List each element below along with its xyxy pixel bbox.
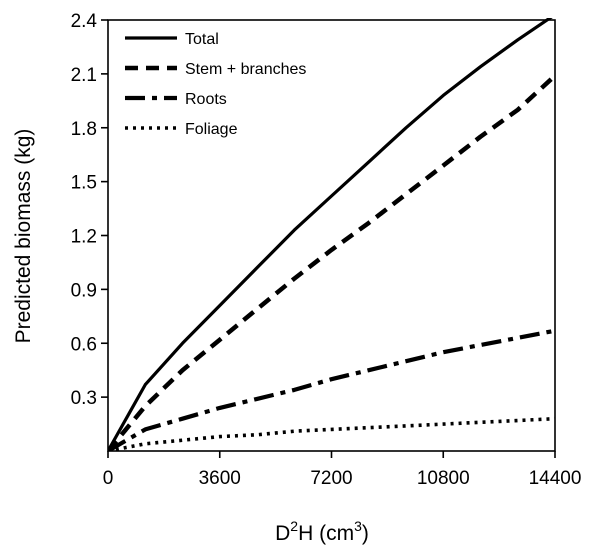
x-tick-label: 3600 [199,468,241,489]
legend-label: Foliage [185,121,238,138]
series-line-roots [108,328,556,451]
legend: Total Stem + branches Roots Foliage [125,31,306,138]
plot-frame [107,19,556,452]
x-tick-label: 14400 [529,468,582,489]
y-tick-label: 0.6 [71,334,97,355]
y-tick-label: 1.2 [71,227,97,248]
y-axis-ticks: 0.3 0.6 0.9 1.2 1.5 1.8 2.1 2.4 [71,11,108,409]
y-axis-title: Predicted biomass (kg) [12,129,35,344]
y-tick-label: 2.4 [71,11,98,32]
series-line-foliage [108,416,556,451]
x-axis-title: D2H (cm3) [275,518,369,545]
x-tick-label: 7200 [310,468,352,489]
y-tick-label: 1.8 [71,119,97,140]
legend-label: Roots [185,91,227,108]
series-line-total [108,18,553,451]
x-tick-label: 10800 [417,468,470,489]
x-tick-label: 0 [103,468,114,489]
x-axis-ticks: 0 3600 7200 10800 14400 [103,451,582,489]
plot-border [107,19,556,452]
legend-label: Stem + branches [185,61,306,78]
y-tick-label: 0.9 [71,280,97,301]
series-line-stem-branches [108,74,557,451]
y-tick-label: 1.5 [71,173,97,194]
y-tick-label: 2.1 [71,65,97,86]
series-lines [108,18,557,451]
y-tick-label: 0.3 [71,388,97,409]
legend-label: Total [185,31,219,48]
